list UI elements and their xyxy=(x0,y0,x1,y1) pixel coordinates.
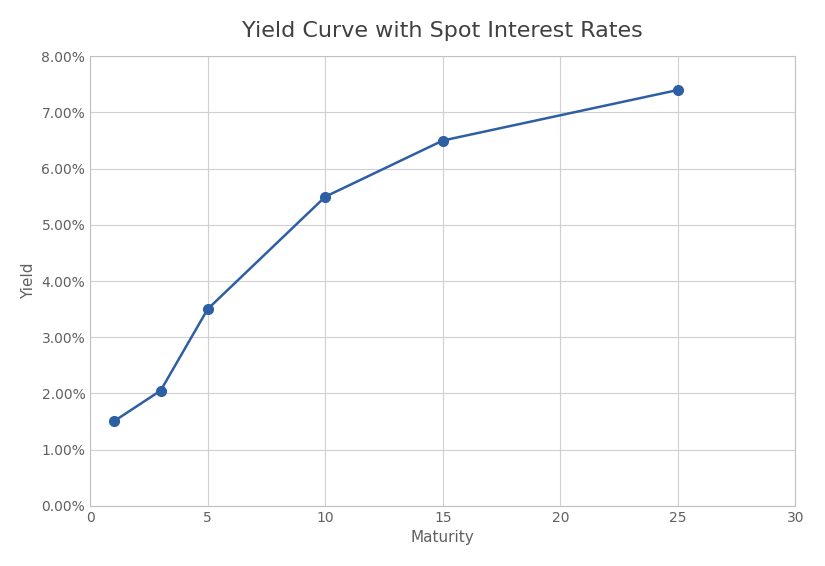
X-axis label: Maturity: Maturity xyxy=(411,530,474,545)
Title: Yield Curve with Spot Interest Rates: Yield Curve with Spot Interest Rates xyxy=(243,21,644,41)
Y-axis label: Yield: Yield xyxy=(21,263,35,299)
